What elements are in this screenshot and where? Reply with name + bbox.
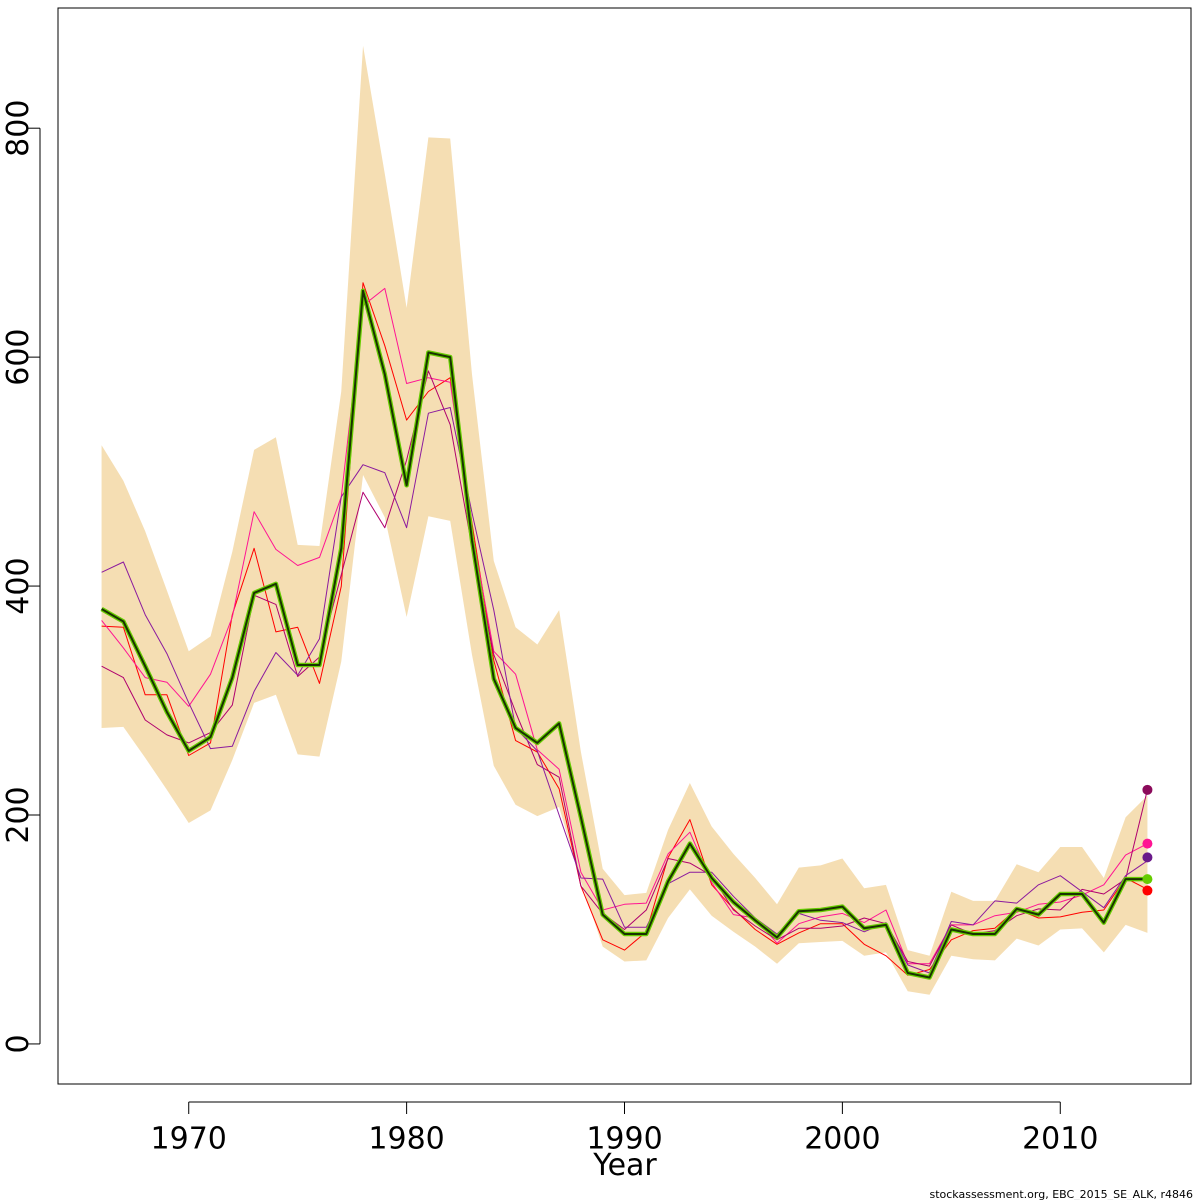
y-axis: 0 200 400 600 800 xyxy=(1,100,41,1053)
confidence-band xyxy=(101,45,1148,995)
series-line-main xyxy=(101,289,1148,979)
y-tick-label: 200 xyxy=(1,786,36,843)
series-line-4 xyxy=(101,407,1148,974)
y-tick-label: 600 xyxy=(1,328,36,385)
y-tick-label: 800 xyxy=(1,100,36,157)
endpoint-markers-layer xyxy=(1142,784,1153,896)
endpoint-marker-1 xyxy=(1142,838,1153,849)
y-tick-label: 0 xyxy=(1,1034,36,1053)
series-line-1 xyxy=(101,282,1148,976)
endpoint-marker-2 xyxy=(1142,852,1153,863)
x-axis-title: Year xyxy=(592,1148,657,1183)
x-tick-label: 2000 xyxy=(804,1122,880,1157)
x-tick-label: 1970 xyxy=(151,1122,227,1157)
x-tick-label: 2010 xyxy=(1022,1122,1098,1157)
endpoint-marker-4 xyxy=(1142,885,1153,896)
endpoint-marker-0 xyxy=(1142,784,1153,795)
plot-frame xyxy=(57,7,1192,1085)
endpoint-marker-3 xyxy=(1142,874,1153,885)
x-tick-label: 1980 xyxy=(368,1122,444,1157)
series-lines-layer xyxy=(100,282,1148,980)
x-axis: 1970 1980 1990 2000 2010 xyxy=(151,1101,1098,1157)
confidence-band-layer xyxy=(101,45,1148,995)
x-tick-label: 1990 xyxy=(586,1122,662,1157)
y-tick-label: 400 xyxy=(1,557,36,614)
footer-credit: stockassessment.org, EBC_2015_SE_ALK, r4… xyxy=(929,1188,1193,1200)
